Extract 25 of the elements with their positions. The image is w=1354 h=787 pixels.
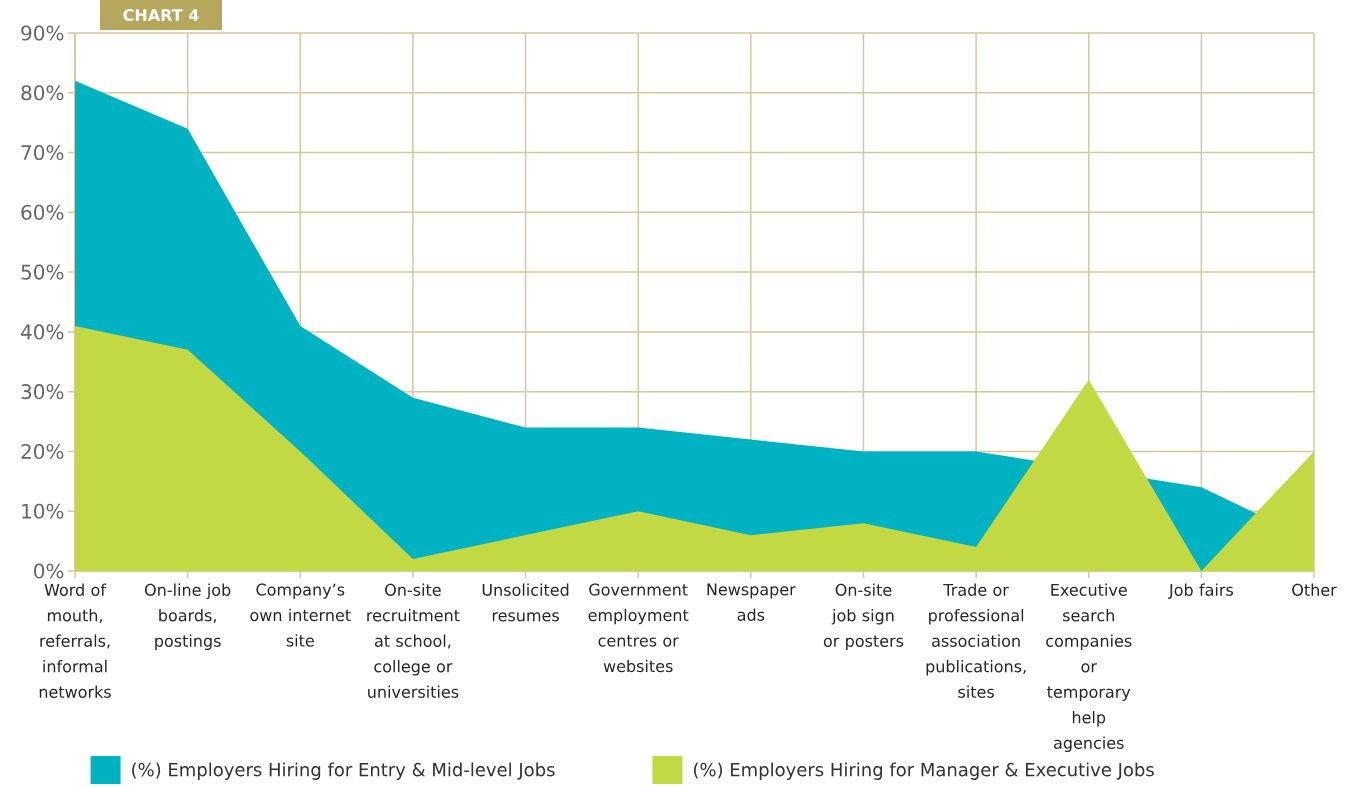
x-tick-label: Government employment centres or websites: [588, 583, 689, 673]
y-tick-label: 20%: [21, 443, 64, 460]
y-tick-label: 10%: [22, 503, 64, 519]
x-tick-label: Word of mouth, referrals, informal networks: [39, 583, 111, 698]
y-tick-label: 70%: [21, 145, 64, 161]
x-tick-label: On-site job sign or posters: [823, 583, 904, 651]
y-tick-label: 60%: [21, 204, 64, 220]
x-tick-label: On-line job boards, postings: [144, 583, 231, 651]
x-tick-label: Job fairs: [1168, 583, 1233, 599]
x-tick-label: Company’s own internet site: [250, 583, 351, 647]
x-tick-label: Other: [1292, 583, 1337, 596]
y-tick-label: 30%: [21, 384, 64, 400]
legend-label: (%) Employers Hiring for Entry & Mid-level Jobs: [132, 762, 555, 780]
y-tick-label: 40%: [21, 324, 64, 340]
legend-label: (%) Employers Hiring for Manager & Executive Jobs: [693, 762, 1154, 780]
x-tick-label: Unsolicited resumes: [482, 583, 569, 622]
chart-title: CHART 4: [123, 8, 199, 22]
x-tick-label: Newspaper ads: [707, 583, 796, 621]
y-tick-label: 0%: [34, 563, 64, 579]
y-tick-label: 90%: [21, 25, 64, 41]
x-tick-label: Trade or professional association publications, sites: [926, 583, 1026, 698]
x-tick-label: On-site recruitment at school, college or universities: [367, 583, 460, 698]
y-tick-label: 80%: [21, 85, 64, 101]
x-tick-label: Executive search companies or temporary help agencies: [1046, 583, 1132, 752]
y-tick-label: 50%: [21, 264, 64, 280]
